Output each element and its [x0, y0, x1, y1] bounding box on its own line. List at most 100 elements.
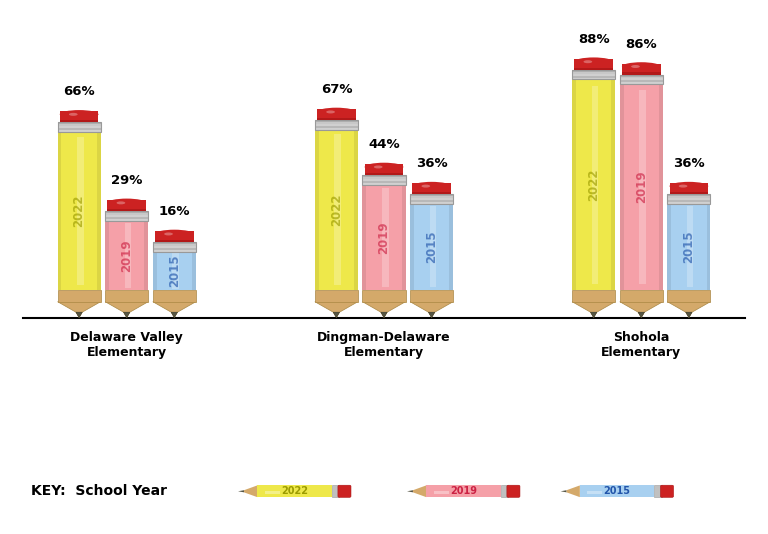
- FancyBboxPatch shape: [153, 242, 196, 244]
- FancyBboxPatch shape: [410, 196, 453, 198]
- FancyBboxPatch shape: [155, 231, 194, 242]
- FancyBboxPatch shape: [620, 78, 663, 81]
- Polygon shape: [381, 312, 387, 318]
- FancyBboxPatch shape: [572, 70, 615, 72]
- FancyBboxPatch shape: [426, 485, 501, 497]
- Ellipse shape: [117, 201, 125, 205]
- FancyBboxPatch shape: [362, 185, 366, 290]
- FancyBboxPatch shape: [572, 72, 615, 74]
- FancyBboxPatch shape: [315, 130, 358, 290]
- Polygon shape: [591, 312, 597, 318]
- Text: 2015: 2015: [168, 255, 180, 287]
- FancyBboxPatch shape: [124, 223, 131, 288]
- Polygon shape: [638, 312, 644, 318]
- FancyBboxPatch shape: [60, 120, 98, 122]
- Polygon shape: [429, 312, 435, 318]
- FancyBboxPatch shape: [172, 253, 179, 289]
- FancyBboxPatch shape: [332, 485, 339, 497]
- FancyBboxPatch shape: [77, 137, 84, 285]
- Text: 88%: 88%: [578, 33, 610, 46]
- FancyBboxPatch shape: [354, 130, 358, 290]
- FancyBboxPatch shape: [153, 252, 157, 290]
- FancyBboxPatch shape: [97, 132, 101, 290]
- FancyBboxPatch shape: [334, 135, 341, 285]
- Ellipse shape: [670, 182, 708, 191]
- Text: 2015: 2015: [683, 231, 695, 263]
- FancyBboxPatch shape: [105, 215, 148, 217]
- Ellipse shape: [622, 62, 660, 71]
- FancyBboxPatch shape: [410, 202, 453, 204]
- FancyBboxPatch shape: [155, 240, 194, 242]
- FancyBboxPatch shape: [410, 194, 453, 196]
- FancyBboxPatch shape: [667, 204, 671, 290]
- FancyBboxPatch shape: [410, 204, 414, 290]
- FancyBboxPatch shape: [410, 204, 453, 290]
- Text: 67%: 67%: [320, 83, 353, 96]
- FancyBboxPatch shape: [105, 213, 148, 215]
- Text: Delaware Valley
Elementary: Delaware Valley Elementary: [71, 331, 183, 359]
- Text: 29%: 29%: [111, 174, 142, 187]
- FancyBboxPatch shape: [667, 200, 710, 202]
- Ellipse shape: [326, 111, 335, 113]
- Ellipse shape: [584, 60, 592, 63]
- FancyBboxPatch shape: [365, 164, 403, 175]
- Ellipse shape: [422, 185, 430, 187]
- Text: 2022: 2022: [73, 195, 85, 227]
- Text: 36%: 36%: [673, 157, 705, 170]
- FancyBboxPatch shape: [362, 290, 406, 302]
- FancyBboxPatch shape: [572, 290, 615, 302]
- Polygon shape: [76, 312, 82, 318]
- Text: 2022: 2022: [281, 486, 308, 496]
- FancyBboxPatch shape: [429, 207, 436, 287]
- FancyBboxPatch shape: [687, 207, 694, 287]
- FancyBboxPatch shape: [620, 81, 663, 82]
- Ellipse shape: [574, 58, 613, 66]
- FancyBboxPatch shape: [670, 192, 708, 194]
- FancyBboxPatch shape: [108, 200, 146, 211]
- Ellipse shape: [108, 199, 146, 207]
- Ellipse shape: [317, 108, 356, 116]
- Text: 44%: 44%: [368, 138, 400, 151]
- FancyBboxPatch shape: [105, 211, 148, 213]
- FancyBboxPatch shape: [591, 86, 598, 284]
- FancyBboxPatch shape: [58, 128, 101, 130]
- Polygon shape: [105, 302, 148, 317]
- FancyBboxPatch shape: [410, 200, 453, 202]
- Text: 66%: 66%: [63, 85, 95, 98]
- Text: Shohola
Elementary: Shohola Elementary: [601, 331, 681, 359]
- FancyBboxPatch shape: [105, 218, 148, 221]
- FancyBboxPatch shape: [192, 252, 196, 290]
- FancyBboxPatch shape: [315, 126, 358, 128]
- FancyBboxPatch shape: [574, 59, 613, 70]
- Polygon shape: [667, 302, 710, 317]
- Polygon shape: [686, 312, 692, 318]
- FancyBboxPatch shape: [60, 112, 98, 122]
- Text: 2022: 2022: [588, 168, 600, 201]
- Polygon shape: [171, 312, 177, 318]
- FancyBboxPatch shape: [315, 120, 358, 122]
- Text: 2019: 2019: [121, 239, 133, 272]
- FancyBboxPatch shape: [667, 290, 710, 302]
- FancyBboxPatch shape: [315, 130, 319, 290]
- Polygon shape: [620, 302, 663, 317]
- FancyBboxPatch shape: [667, 202, 710, 204]
- Ellipse shape: [60, 110, 98, 119]
- FancyBboxPatch shape: [153, 290, 196, 302]
- FancyBboxPatch shape: [620, 84, 663, 290]
- Polygon shape: [238, 490, 244, 492]
- FancyBboxPatch shape: [412, 183, 451, 194]
- Ellipse shape: [164, 232, 173, 235]
- Text: 2015: 2015: [604, 486, 631, 496]
- FancyBboxPatch shape: [660, 485, 674, 497]
- FancyBboxPatch shape: [153, 244, 196, 246]
- FancyBboxPatch shape: [257, 485, 332, 497]
- FancyBboxPatch shape: [580, 485, 654, 497]
- FancyBboxPatch shape: [507, 485, 520, 497]
- FancyBboxPatch shape: [362, 183, 406, 185]
- Polygon shape: [572, 302, 615, 317]
- FancyBboxPatch shape: [58, 132, 101, 290]
- Ellipse shape: [679, 185, 687, 187]
- FancyBboxPatch shape: [58, 130, 101, 132]
- FancyBboxPatch shape: [317, 109, 356, 120]
- Text: 16%: 16%: [158, 205, 190, 218]
